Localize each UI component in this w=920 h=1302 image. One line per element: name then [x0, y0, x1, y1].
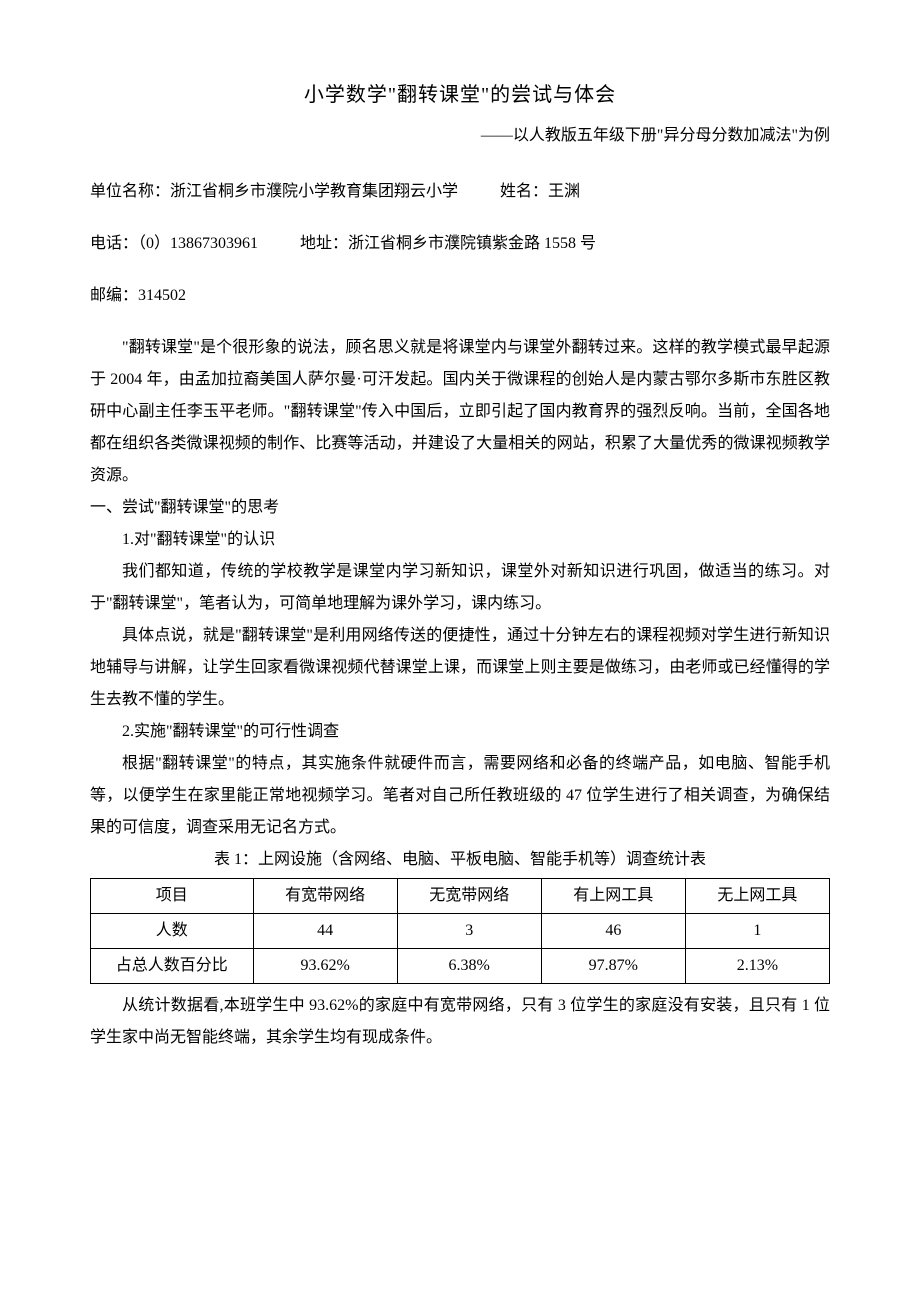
addr-value: 浙江省桐乡市濮院镇紫金路 1558 号: [348, 235, 596, 252]
phone-value: （0）13867303961: [138, 235, 258, 252]
table-header-row: 项目 有宽带网络 无宽带网络 有上网工具 无上网工具: [91, 879, 830, 914]
table-header-cell: 项目: [91, 879, 254, 914]
survey-table: 项目 有宽带网络 无宽带网络 有上网工具 无上网工具 人数 44 3 46 1 …: [90, 878, 830, 984]
table-header-cell: 无宽带网络: [397, 879, 541, 914]
table-header-cell: 有上网工具: [541, 879, 685, 914]
unit-value: 浙江省桐乡市濮院小学教育集团翔云小学: [170, 183, 458, 200]
table-cell: 占总人数百分比: [91, 949, 254, 984]
info-line-zip: 邮编：314502: [90, 280, 830, 312]
section-1-heading: 一、尝试"翻转课堂"的思考: [90, 492, 830, 524]
table-cell: 44: [253, 914, 397, 949]
info-line-unit-name: 单位名称：浙江省桐乡市濮院小学教育集团翔云小学 姓名：王渊: [90, 176, 830, 208]
unit-label: 单位名称：: [90, 183, 170, 200]
paragraph-after-table: 从统计数据看,本班学生中 93.62%的家庭中有宽带网络，只有 3 位学生的家庭…: [90, 990, 830, 1054]
document-title: 小学数学"翻转课堂"的尝试与体会: [90, 80, 830, 110]
addr-label: 地址：: [300, 235, 348, 252]
section-1-2-heading: 2.实施"翻转课堂"的可行性调查: [90, 716, 830, 748]
table-cell: 3: [397, 914, 541, 949]
table-cell: 97.87%: [541, 949, 685, 984]
paragraph-1-2: 根据"翻转课堂"的特点，其实施条件就硬件而言，需要网络和必备的终端产品，如电脑、…: [90, 748, 830, 844]
table-cell: 6.38%: [397, 949, 541, 984]
table-row: 占总人数百分比 93.62% 6.38% 97.87% 2.13%: [91, 949, 830, 984]
table-cell: 1: [685, 914, 829, 949]
document-subtitle: ——以人教版五年级下册"异分母分数加减法"为例: [90, 124, 830, 148]
table-cell: 2.13%: [685, 949, 829, 984]
info-line-phone-addr: 电话：（0）13867303961 地址：浙江省桐乡市濮院镇紫金路 1558 号: [90, 228, 830, 260]
paragraph-1-1a: 我们都知道，传统的学校教学是课堂内学习新知识，课堂外对新知识进行巩固，做适当的练…: [90, 556, 830, 620]
zip-value: 314502: [138, 287, 186, 304]
section-1-1-heading: 1.对"翻转课堂"的认识: [90, 524, 830, 556]
table-header-cell: 有宽带网络: [253, 879, 397, 914]
table-cell: 46: [541, 914, 685, 949]
paragraph-1-1b: 具体点说，就是"翻转课堂"是利用网络传送的便捷性，通过十分钟左右的课程视频对学生…: [90, 620, 830, 716]
name-value: 王渊: [548, 183, 580, 200]
paragraph-intro: "翻转课堂"是个很形象的说法，顾名思义就是将课堂内与课堂外翻转过来。这样的教学模…: [90, 332, 830, 492]
name-label: 姓名：: [500, 183, 548, 200]
table-1-caption: 表 1：上网设施（含网络、电脑、平板电脑、智能手机等）调查统计表: [90, 844, 830, 876]
phone-label: 电话：: [90, 235, 138, 252]
table-cell: 93.62%: [253, 949, 397, 984]
table-cell: 人数: [91, 914, 254, 949]
zip-label: 邮编：: [90, 287, 138, 304]
table-row: 人数 44 3 46 1: [91, 914, 830, 949]
table-header-cell: 无上网工具: [685, 879, 829, 914]
